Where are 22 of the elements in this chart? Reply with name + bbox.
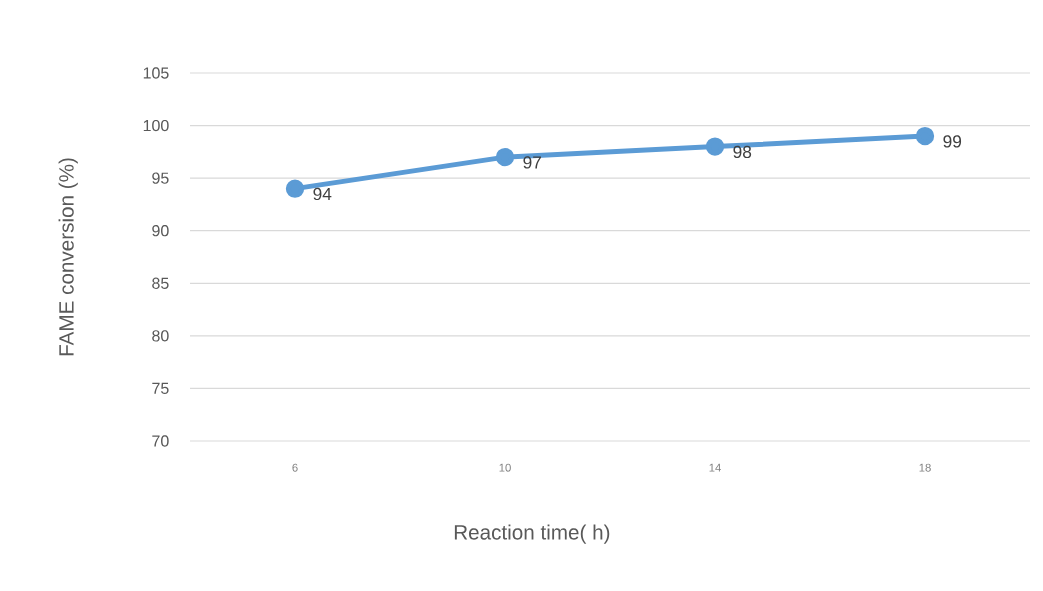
y-axis-title: FAME conversion (%) <box>58 158 78 356</box>
x-tick-label: 6 <box>292 463 298 472</box>
y-tick-label: 100 <box>143 119 169 132</box>
y-tick-label: 80 <box>152 330 169 342</box>
data-label: 98 <box>733 145 752 159</box>
y-tick-label: 90 <box>152 225 169 237</box>
point <box>495 147 515 167</box>
y-tick-label: 85 <box>152 277 169 289</box>
x-tick-label: 18 <box>919 463 931 472</box>
x-tick-label: 10 <box>499 463 511 472</box>
y-tick-label: 95 <box>152 172 169 184</box>
y-tick-label: 70 <box>152 435 169 447</box>
data-label: 97 <box>523 156 541 169</box>
point <box>915 126 935 146</box>
y-tick-label: 75 <box>152 382 169 394</box>
y-tick-label: 105 <box>143 67 169 79</box>
data-label: 94 <box>313 187 332 201</box>
data-label: 99 <box>943 135 962 148</box>
point <box>285 179 305 198</box>
point <box>705 137 725 156</box>
x-axis-title: Reaction time( h) <box>454 524 610 544</box>
x-tick-label: 14 <box>709 463 721 472</box>
